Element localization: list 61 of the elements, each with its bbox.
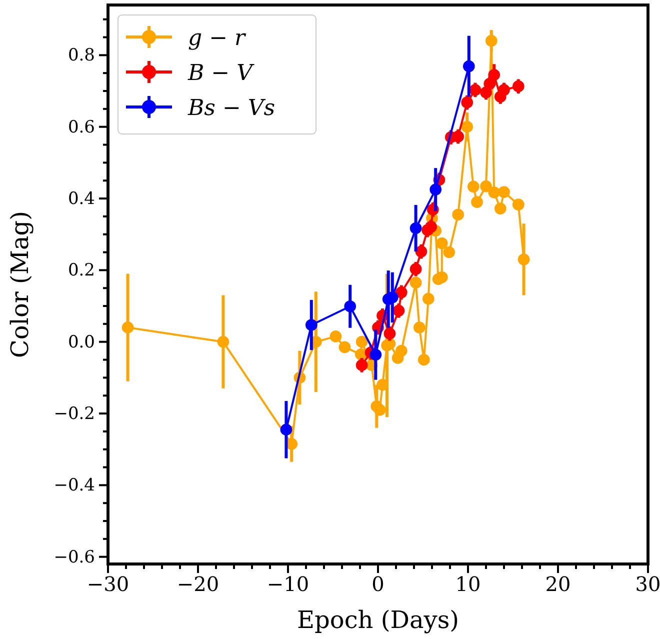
y-tick-label: 0.6: [68, 117, 95, 138]
point: [410, 263, 422, 275]
point: [122, 322, 134, 334]
point: [461, 120, 474, 133]
point: [488, 68, 500, 81]
x-tick-label: −20: [176, 572, 220, 596]
point: [494, 202, 506, 214]
x-tick-label: 0: [372, 572, 384, 596]
point: [410, 222, 422, 234]
point: [356, 359, 368, 372]
legend-label: g − r: [188, 26, 247, 51]
point: [452, 208, 464, 221]
point: [512, 80, 524, 92]
point: [430, 184, 442, 196]
y-tick-label: 0.2: [68, 260, 95, 281]
y-axis-title: Color (Mag): [6, 210, 34, 358]
point: [217, 336, 230, 348]
point: [422, 292, 434, 305]
point: [467, 180, 480, 193]
point: [471, 196, 483, 208]
point: [462, 60, 475, 72]
point: [518, 254, 530, 266]
y-tick-label: 0.0: [68, 332, 95, 352]
point: [498, 84, 510, 96]
point: [413, 322, 426, 334]
y-tick-label: −0.4: [54, 476, 95, 496]
x-tick-label: 30: [635, 572, 660, 596]
x-axis-title: Epoch (Days): [296, 606, 460, 634]
point: [338, 341, 351, 354]
x-tick-label: 20: [545, 572, 571, 596]
point: [436, 237, 448, 250]
legend-label: B − V: [187, 61, 255, 86]
x-tick-label: 10: [455, 572, 481, 596]
x-tick-label: −10: [266, 572, 310, 596]
point: [488, 186, 500, 198]
point: [330, 330, 342, 342]
point: [480, 180, 492, 192]
y-tick-label: −0.6: [54, 547, 95, 568]
legend-label: Bs − Vs: [187, 96, 276, 121]
y-tick-label: 0.4: [68, 188, 95, 209]
point: [305, 319, 318, 331]
y-tick-label: −0.2: [54, 404, 95, 424]
point: [356, 336, 368, 348]
point: [374, 404, 386, 416]
point: [418, 354, 430, 366]
point: [344, 300, 356, 312]
point: [415, 246, 428, 258]
point: [512, 198, 524, 210]
point: [384, 328, 396, 340]
point: [485, 34, 498, 47]
point: [370, 348, 382, 361]
point: [498, 186, 510, 198]
point: [410, 276, 422, 289]
point: [395, 344, 408, 357]
x-tick-label: −30: [86, 572, 130, 596]
point: [469, 84, 482, 96]
point: [484, 78, 496, 90]
point: [280, 424, 292, 436]
y-tick-label: 0.8: [68, 46, 95, 66]
point: [443, 246, 456, 258]
point: [461, 96, 474, 108]
